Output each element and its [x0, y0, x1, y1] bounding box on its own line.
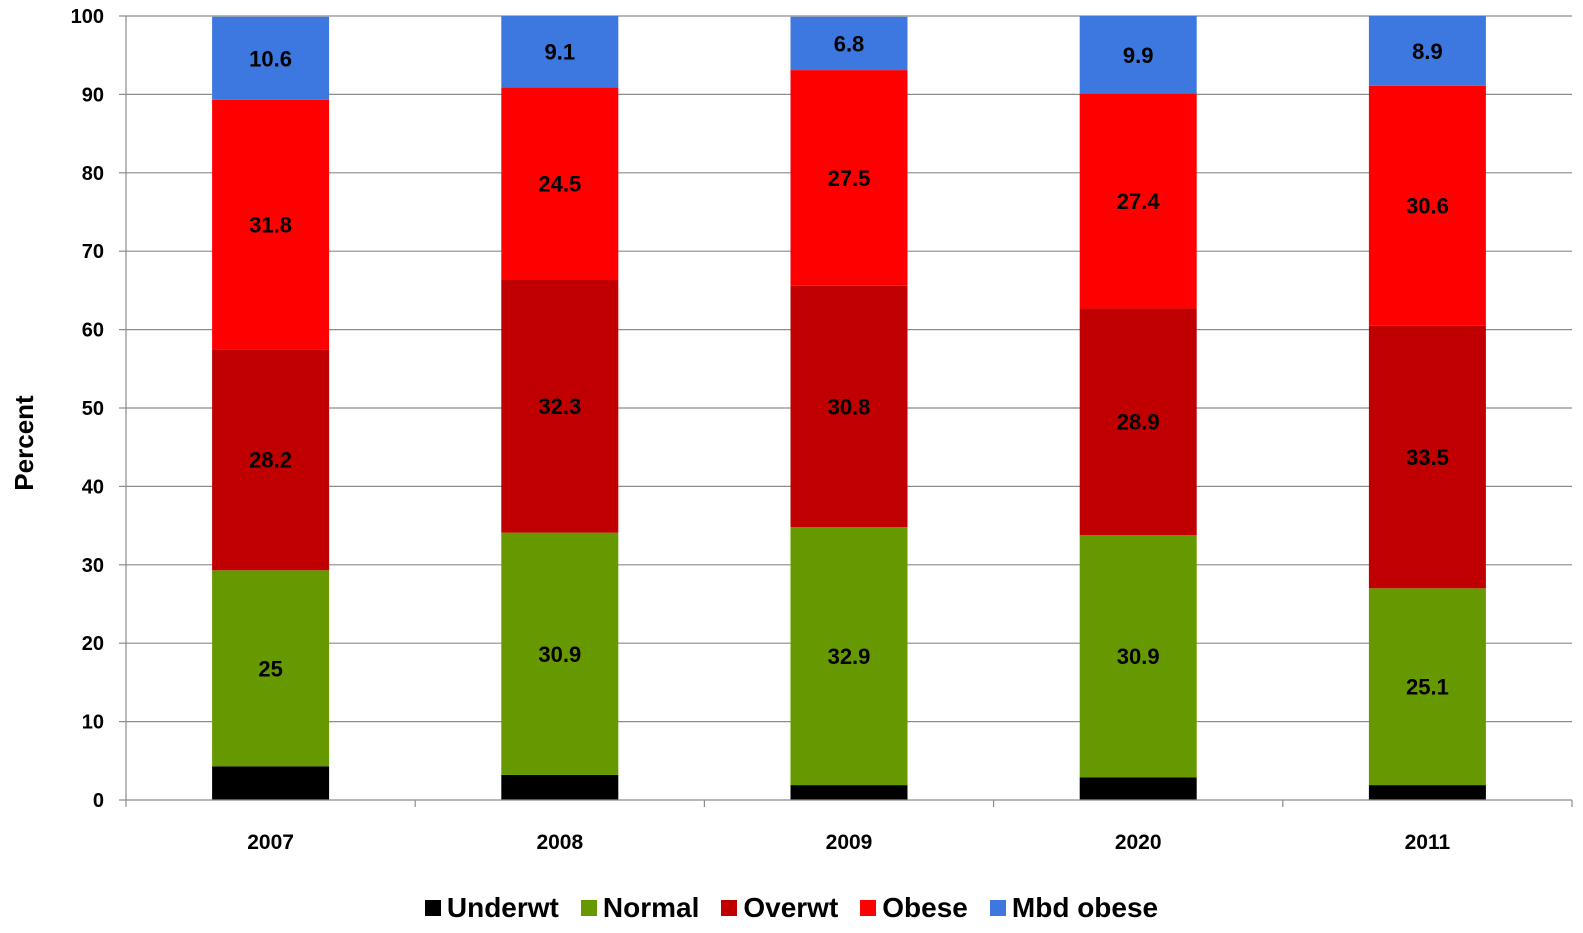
legend-swatch	[425, 900, 441, 916]
y-tick-label: 40	[82, 476, 104, 498]
legend-item: Underwt	[425, 892, 559, 924]
data-label: 30.8	[828, 394, 871, 419]
y-tick-label: 80	[82, 163, 104, 185]
y-tick-label: 60	[82, 320, 104, 342]
data-label: 33.5	[1406, 445, 1449, 470]
legend-label: Mbd obese	[1012, 892, 1158, 924]
data-label: 28.2	[249, 448, 292, 473]
data-label: 10.6	[249, 46, 292, 71]
data-label: 9.1	[545, 40, 576, 65]
data-label: 24.5	[538, 171, 581, 196]
y-tick-label: 100	[71, 6, 104, 28]
data-label: 28.9	[1117, 410, 1160, 435]
y-tick-label: 20	[82, 633, 104, 655]
x-tick-label: 2009	[826, 831, 873, 854]
y-axis-title: Percent	[9, 395, 39, 491]
y-tick-label: 10	[82, 712, 104, 734]
y-tick-label: 50	[82, 398, 104, 420]
data-label: 30.6	[1406, 194, 1449, 219]
x-tick-label: 2011	[1405, 831, 1451, 854]
stacked-bar-chart: 25 28.2 31.8 10.6 30.9 32.3 24.5 9.1 32.9 30.8 27.…	[0, 0, 1583, 880]
data-label: 30.9	[538, 642, 581, 667]
data-label: 32.3	[538, 394, 581, 419]
data-label: 32.9	[828, 644, 871, 669]
data-label: 27.5	[828, 166, 871, 191]
bar-segment-underwt	[212, 766, 329, 800]
legend-swatch	[990, 900, 1006, 916]
x-tick-label: 2008	[536, 831, 583, 854]
legend: Underwt Normal Overwt Obese Mbd obese	[0, 888, 1583, 928]
x-tick-label: 2007	[247, 831, 294, 854]
legend-label: Underwt	[447, 892, 559, 924]
data-label: 8.9	[1412, 39, 1443, 64]
legend-swatch	[581, 900, 597, 916]
y-tick-label: 0	[93, 790, 104, 812]
data-label: 30.9	[1117, 644, 1160, 669]
legend-label: Overwt	[743, 892, 838, 924]
bar-segment-underwt	[1080, 777, 1197, 800]
bar-segment-underwt	[501, 775, 618, 800]
data-label: 25.1	[1406, 675, 1449, 700]
x-tick-label: 2020	[1115, 831, 1162, 854]
data-label: 27.4	[1117, 189, 1161, 214]
legend-label: Obese	[882, 892, 968, 924]
data-label: 6.8	[834, 31, 865, 56]
bar-segment-underwt	[1369, 785, 1486, 800]
legend-label: Normal	[603, 892, 699, 924]
legend-item: Overwt	[721, 892, 838, 924]
y-tick-label: 90	[82, 84, 104, 106]
legend-item: Normal	[581, 892, 699, 924]
legend-item: Obese	[860, 892, 968, 924]
data-label: 9.9	[1123, 43, 1154, 68]
legend-swatch	[721, 900, 737, 916]
y-tick-label: 30	[82, 555, 104, 577]
legend-swatch	[860, 900, 876, 916]
data-label: 25	[258, 656, 282, 681]
legend-item: Mbd obese	[990, 892, 1158, 924]
bar-segment-underwt	[791, 785, 908, 800]
data-label: 31.8	[249, 213, 292, 238]
y-tick-label: 70	[82, 241, 104, 263]
